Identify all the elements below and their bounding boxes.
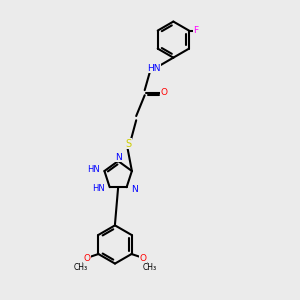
Text: HN: HN (92, 184, 105, 193)
Text: CH₃: CH₃ (142, 263, 157, 272)
Text: F: F (194, 26, 199, 35)
Text: S: S (126, 139, 132, 148)
Text: N: N (115, 153, 122, 162)
Text: CH₃: CH₃ (73, 263, 87, 272)
Text: O: O (161, 88, 168, 97)
Text: HN: HN (87, 166, 100, 175)
Text: O: O (83, 254, 90, 263)
Text: HN: HN (148, 64, 161, 73)
Text: N: N (131, 185, 138, 194)
Text: O: O (140, 254, 147, 263)
